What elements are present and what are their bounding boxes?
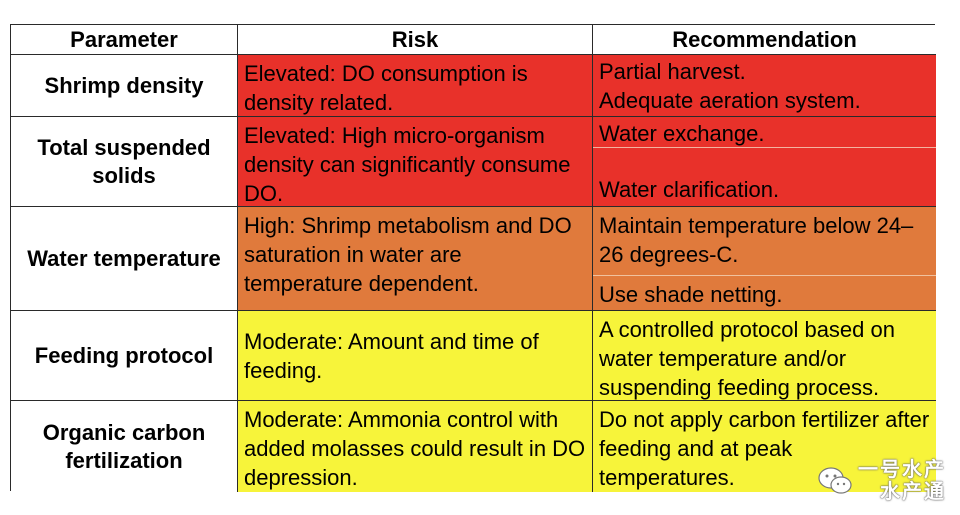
rec-total-suspended-solids: Water exchange. Water clarification. bbox=[593, 117, 936, 207]
watermark-line1: 一号水产 bbox=[858, 459, 946, 481]
param-feeding-protocol: Feeding protocol bbox=[11, 311, 238, 401]
rec-line: Maintain temperature below 24–26 degrees… bbox=[599, 213, 914, 267]
rec-shrimp-density: Partial harvest. Adequate aeration syste… bbox=[593, 55, 936, 117]
risk-organic-carbon-fertilization: Moderate: Ammonia control with added mol… bbox=[238, 401, 593, 492]
risk-feeding-protocol: Moderate: Amount and time of feeding. bbox=[238, 311, 593, 401]
param-total-suspended-solids: Total suspended solids bbox=[11, 117, 238, 207]
rec-line: Partial harvest. bbox=[599, 59, 746, 84]
risk-table: Parameter Risk Recommendation Shrimp den… bbox=[10, 24, 936, 492]
param-organic-carbon-fertilization: Organic carbon fertilization bbox=[11, 401, 238, 492]
risk-total-suspended-solids: Elevated: High micro-organism density ca… bbox=[238, 117, 593, 207]
header-recommendation: Recommendation bbox=[593, 25, 936, 55]
watermark: 一号水产 水产通 bbox=[776, 453, 946, 509]
rec-line: Water clarification. bbox=[593, 147, 936, 206]
header-risk: Risk bbox=[238, 25, 593, 55]
risk-water-temperature: High: Shrimp metabolism and DO saturatio… bbox=[238, 207, 593, 311]
rec-line: Adequate aeration system. bbox=[599, 88, 861, 113]
rec-feeding-protocol: A controlled protocol based on water tem… bbox=[593, 311, 936, 401]
rec-water-temperature: Maintain temperature below 24–26 degrees… bbox=[593, 207, 936, 311]
rec-organic-carbon-fertilization: Do not apply carbon fertilizer after fee… bbox=[593, 401, 936, 492]
rec-line: Water exchange. bbox=[599, 121, 765, 146]
risk-shrimp-density: Elevated: DO consumption is density rela… bbox=[238, 55, 593, 117]
param-water-temperature: Water temperature bbox=[11, 207, 238, 311]
header-parameter: Parameter bbox=[11, 25, 238, 55]
wechat-icon bbox=[818, 467, 852, 494]
param-shrimp-density: Shrimp density bbox=[11, 55, 238, 117]
watermark-line2: 水产通 bbox=[880, 481, 946, 503]
rec-line: Use shade netting. bbox=[593, 275, 936, 310]
